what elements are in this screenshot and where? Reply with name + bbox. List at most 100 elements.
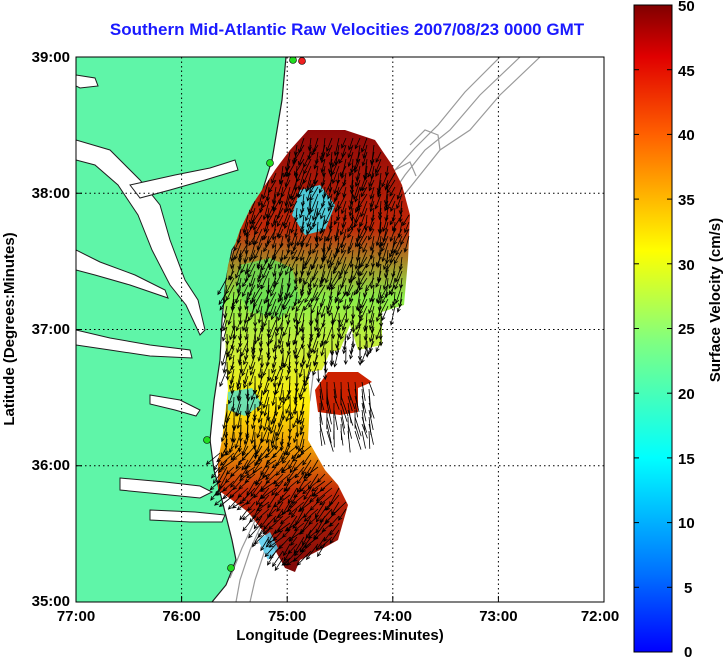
velocity-arrow <box>256 298 263 315</box>
velocity-arrow <box>334 291 340 304</box>
velocity-arrow <box>242 515 256 532</box>
velocity-arrow <box>291 249 298 261</box>
velocity-arrow <box>315 508 326 523</box>
velocity-arrow <box>327 200 333 212</box>
velocity-arrow <box>249 354 256 371</box>
velocity-arrow <box>320 158 326 174</box>
velocity-arrow <box>333 347 340 368</box>
velocity-arrow <box>265 473 277 484</box>
velocity-arrow <box>283 256 291 270</box>
velocity-arrow <box>278 382 284 402</box>
velocity-arrow <box>276 221 284 238</box>
velocity-arrow <box>354 200 361 214</box>
velocity-arrow <box>263 410 270 432</box>
velocity-arrow <box>272 263 277 278</box>
velocity-arrow <box>249 361 256 376</box>
velocity-arrow <box>347 402 352 424</box>
velocity-arrow <box>377 186 382 198</box>
velocity-arrow <box>316 473 326 483</box>
velocity-arrow <box>355 326 361 338</box>
velocity-arrow <box>285 200 291 213</box>
velocity-arrow <box>354 137 361 150</box>
velocity-arrow <box>276 522 291 533</box>
velocity-arrow <box>274 207 284 225</box>
velocity-arrow <box>231 431 237 444</box>
velocity-arrow <box>290 228 298 247</box>
velocity-arrow <box>303 298 312 312</box>
velocity-arrow <box>264 305 270 317</box>
velocity-arrow <box>294 165 299 179</box>
velocity-arrow <box>389 305 396 326</box>
velocity-arrow <box>391 207 396 223</box>
velocity-arrow <box>341 200 347 215</box>
velocity-arrow <box>257 347 263 362</box>
velocity-arrow <box>288 494 305 508</box>
velocity-arrow <box>397 221 403 239</box>
velocity-arrow <box>270 410 277 426</box>
velocity-arrow <box>263 242 270 253</box>
velocity-arrow <box>274 312 279 333</box>
velocity-arrow <box>284 522 298 532</box>
velocity-arrow <box>230 256 235 270</box>
velocity-arrow <box>228 487 242 499</box>
velocity-arrow <box>297 305 305 326</box>
velocity-arrow <box>355 319 361 331</box>
velocity-arrow <box>369 291 375 303</box>
velocity-arrow <box>333 409 339 430</box>
velocity-arrow <box>271 361 277 374</box>
velocity-arrow <box>320 151 326 164</box>
map-plot-area[interactable] <box>75 56 605 603</box>
velocity-arrow <box>360 200 368 218</box>
velocity-arrow <box>317 543 326 558</box>
velocity-arrow <box>381 291 389 305</box>
velocity-arrow <box>289 284 298 299</box>
velocity-arrow <box>321 522 333 533</box>
velocity-arrow <box>352 179 361 200</box>
velocity-arrow <box>285 368 291 381</box>
velocity-arrow <box>214 494 228 506</box>
velocity-arrow <box>368 381 375 397</box>
velocity-arrow <box>331 151 340 168</box>
velocity-arrow <box>290 193 298 208</box>
velocity-arrow <box>367 340 375 356</box>
velocity-arrow <box>285 403 291 415</box>
velocity-arrow <box>238 333 243 348</box>
velocity-arrow <box>253 326 258 345</box>
velocity-arrow <box>290 536 298 547</box>
velocity-arrow <box>375 151 382 164</box>
velocity-arrow <box>318 179 326 194</box>
velocity-arrow <box>246 403 251 419</box>
velocity-arrow <box>334 228 340 242</box>
velocity-arrow <box>223 431 229 448</box>
velocity-arrow <box>298 361 305 378</box>
velocity-arrow <box>244 326 249 341</box>
velocity-arrow <box>272 445 284 459</box>
velocity-arrow <box>257 522 270 539</box>
velocity-arrow <box>382 214 389 233</box>
velocity-arrow <box>382 270 389 291</box>
velocity-arrow <box>256 424 263 439</box>
velocity-arrow <box>257 270 263 284</box>
velocity-arrow <box>313 158 319 170</box>
velocity-arrow <box>247 522 263 539</box>
velocity-arrow <box>326 402 332 425</box>
velocity-arrow <box>248 368 256 387</box>
velocity-arrow <box>244 466 256 475</box>
velocity-arrow <box>312 242 319 254</box>
velocity-arrow <box>217 277 228 296</box>
colorbar-tick-label: 10 <box>678 515 695 532</box>
velocity-arrow <box>283 543 291 557</box>
velocity-arrow <box>254 445 263 458</box>
velocity-arrow <box>293 550 305 563</box>
velocity-arrow <box>232 452 242 461</box>
velocity-arrow <box>247 263 256 279</box>
velocity-arrow <box>369 186 375 200</box>
velocity-arrow <box>210 487 221 501</box>
velocity-arrow <box>263 214 270 233</box>
station-marker <box>266 159 274 167</box>
velocity-arrow <box>303 508 312 518</box>
velocity-arrow <box>394 263 403 283</box>
colorbar-tick-label: 35 <box>678 192 695 209</box>
velocity-arrow <box>388 242 396 259</box>
velocity-arrow <box>246 466 263 479</box>
